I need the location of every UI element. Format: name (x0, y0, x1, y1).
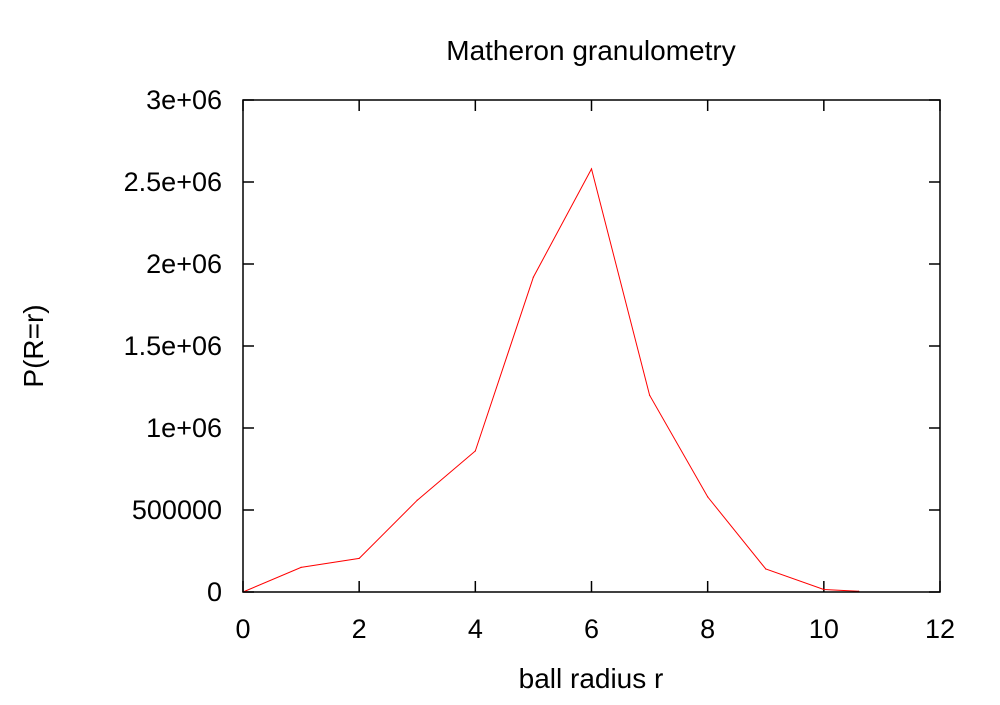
data-point (532, 276, 535, 278)
y-tick-label: 1e+06 (146, 413, 222, 443)
y-tick-label: 2.5e+06 (124, 167, 222, 197)
data-point (416, 499, 418, 501)
data-point (707, 496, 709, 498)
y-tick-label: 0 (207, 577, 222, 607)
data-point (358, 557, 360, 559)
series-line (242, 167, 859, 593)
series-layer (242, 167, 860, 593)
data-point (648, 394, 651, 396)
chart-title: Matheron granulometry (446, 35, 735, 66)
data-point (823, 588, 825, 591)
x-axis-label: ball radius r (519, 663, 664, 694)
data-point (474, 450, 476, 452)
data-point (300, 566, 302, 569)
data-point (590, 168, 593, 170)
y-tick-label: 3e+06 (146, 85, 222, 115)
y-tick-label: 2e+06 (146, 249, 222, 279)
x-tick-label: 12 (925, 614, 955, 644)
y-axis-ticks: 0 500000 1e+06 1.5e+06 2e+06 2.5e+06 3e+06 (124, 85, 940, 607)
y-tick-label: 500000 (132, 495, 222, 525)
x-tick-label: 10 (809, 614, 839, 644)
x-tick-label: 8 (700, 614, 715, 644)
y-tick-label: 1.5e+06 (124, 331, 222, 361)
x-tick-label: 0 (235, 614, 250, 644)
plot-frame (242, 99, 941, 593)
x-tick-label: 4 (468, 614, 483, 644)
y-axis-label: P(R=r) (18, 304, 49, 387)
x-tick-label: 6 (584, 614, 599, 644)
x-tick-label: 2 (352, 614, 367, 644)
data-point (765, 568, 767, 570)
